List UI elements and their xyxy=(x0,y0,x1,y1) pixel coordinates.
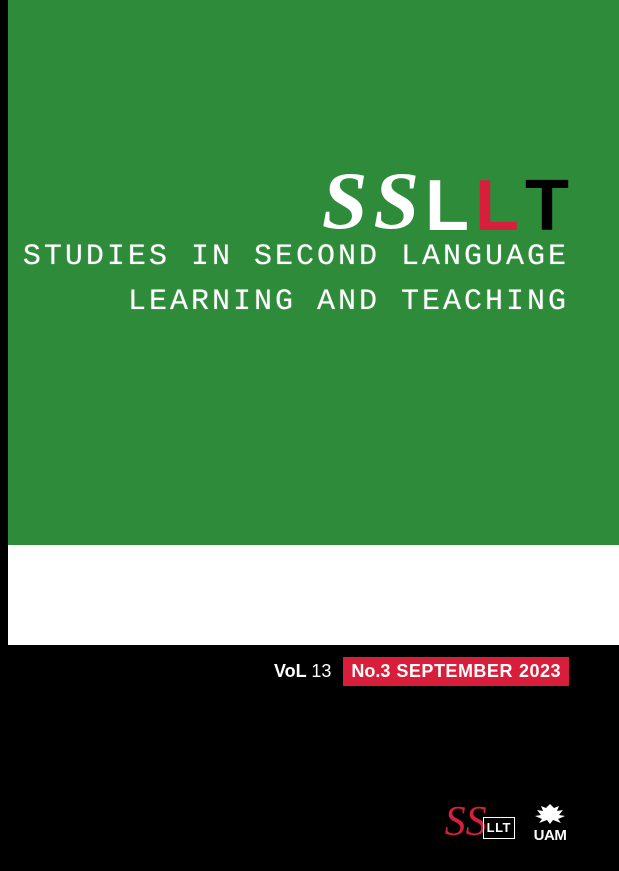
title-line-2: LEARNING AND TEACHING xyxy=(23,280,569,325)
ssllt-logo: S S L L T xyxy=(322,160,569,242)
logo-letter-l1: L xyxy=(425,170,469,242)
vol-number: 13 xyxy=(311,661,331,681)
no-number: 3 xyxy=(380,661,390,681)
vol-prefix: VoL xyxy=(274,661,306,681)
uam-text: UAM xyxy=(534,828,567,843)
volume-label: VoL 13 xyxy=(274,661,331,682)
issue-month: SEPTEMBER xyxy=(396,661,513,682)
logo-letter-l2: L xyxy=(475,170,519,242)
no-prefix: No. xyxy=(351,661,380,681)
uam-text-row: UAM xyxy=(531,828,569,843)
logo-letter-s1: S xyxy=(322,160,368,242)
eagle-icon xyxy=(531,802,569,824)
white-divider-band xyxy=(0,545,619,645)
mini-logo-llt-box: LLT xyxy=(483,817,515,839)
journal-title: STUDIES IN SECOND LANGUAGE LEARNING AND … xyxy=(23,235,569,325)
title-line-1: STUDIES IN SECOND LANGUAGE xyxy=(23,235,569,280)
footer-logos: SS LLT UAM xyxy=(445,802,569,843)
mini-logo-llt: LLT xyxy=(487,820,511,835)
issue-year: 2023 xyxy=(519,661,561,682)
black-bottom-panel: VoL 13 No.3 SEPTEMBER 2023 SS LLT xyxy=(0,645,619,871)
issue-badge: No.3 SEPTEMBER 2023 xyxy=(343,657,569,686)
logo-letter-s2: S xyxy=(373,160,419,242)
mini-logo-ss: SS xyxy=(445,806,487,840)
ssllt-mini-logo: SS LLT xyxy=(445,806,515,840)
logo-letter-t: T xyxy=(525,170,569,242)
journal-cover: S S L L T STUDIES IN SECOND LANGUAGE LEA… xyxy=(0,0,619,871)
green-top-panel: S S L L T STUDIES IN SECOND LANGUAGE LEA… xyxy=(0,0,619,545)
no-group: No.3 xyxy=(351,661,390,682)
uam-logo: UAM xyxy=(531,802,569,843)
issue-info-bar: VoL 13 No.3 SEPTEMBER 2023 xyxy=(274,657,569,686)
